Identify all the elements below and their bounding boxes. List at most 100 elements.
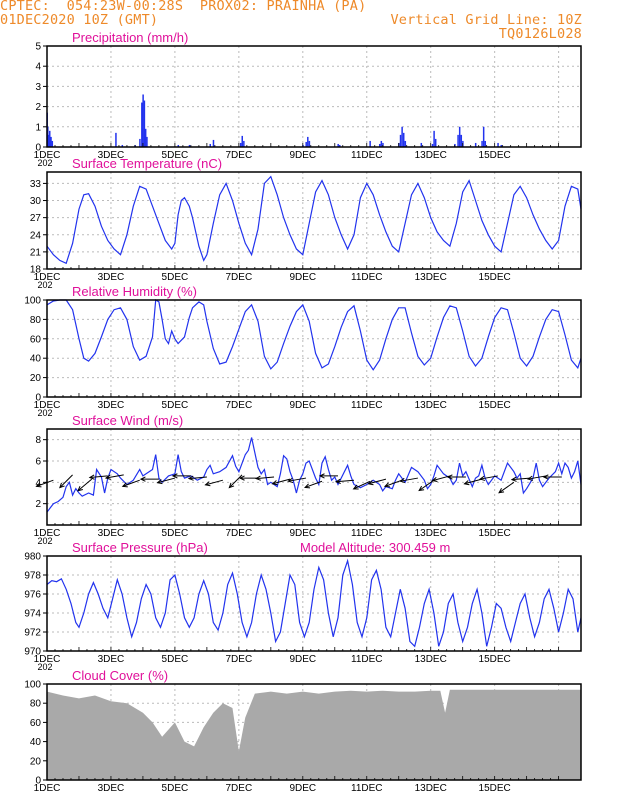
panel-temp: 18 21 24 27 30 33 1DEC 3DEC 5DEC 7DEC 9DEC 11DEC 13D… xyxy=(30,156,582,290)
x-year-label: 202 xyxy=(37,662,52,672)
precip-bar xyxy=(115,132,117,147)
y-tick-label: 40 xyxy=(30,737,42,748)
precip-bar xyxy=(144,128,147,147)
x-tick-label: 9DEC xyxy=(289,150,316,161)
precip-bar xyxy=(47,126,49,147)
x-tick-label: 1DEC xyxy=(34,150,61,161)
x-tick-label: 1DEC xyxy=(34,400,61,411)
panel-rh: 0 20 40 60 80 100 1DEC 3DEC 5DEC 7DEC 9DEC 11DEC 13D… xyxy=(24,284,582,418)
wind-arrow xyxy=(59,474,73,488)
y-tick-label: 0 xyxy=(35,776,41,787)
y-tick-label: 27 xyxy=(30,213,42,224)
wind-arrow xyxy=(418,479,435,491)
wind-arrow-head xyxy=(399,477,406,484)
wind-arrow-head xyxy=(303,483,311,489)
wind-arrow-head xyxy=(463,480,470,486)
wind-arrow-head xyxy=(77,485,83,492)
wind-arrow-head xyxy=(59,482,65,489)
panel-cloud: 0 20 40 60 80 100 1DEC 3DEC 5DEC 7DEC 9DEC 11DEC 13D… xyxy=(24,668,582,794)
wind-arrow xyxy=(400,477,419,482)
wind-arrow-head xyxy=(383,482,391,488)
y-tick-label: 100 xyxy=(24,680,41,691)
x-tick-label: 15DEC xyxy=(479,150,511,161)
precip-bar xyxy=(139,138,141,147)
y-tick-label: 8 xyxy=(35,435,41,446)
wind-arrow xyxy=(272,478,291,485)
y-tick-label: 80 xyxy=(30,699,42,710)
precip-bar xyxy=(460,134,463,147)
precip-bar xyxy=(399,134,402,147)
wind-arrow xyxy=(105,474,124,479)
precip-bar xyxy=(380,140,383,147)
y-tick-label: 20 xyxy=(30,373,42,384)
x-tick-label: 13DEC xyxy=(415,272,447,283)
panel-frame xyxy=(46,428,582,526)
y-tick-label: 4 xyxy=(35,478,41,489)
x-tick-label: 11DEC xyxy=(351,272,383,283)
precip-bar xyxy=(382,142,384,147)
precip-bar xyxy=(474,142,477,147)
precip-bar xyxy=(433,130,435,147)
header-grid-line: Vertical Grid Line: 10Z xyxy=(390,12,582,28)
wind-arrow xyxy=(89,475,108,479)
wind-arrow xyxy=(384,479,403,487)
header-station: CPTEC: 054:23W-00:28S PROX02: PRAINHA (P… xyxy=(0,0,367,14)
wind-arrow xyxy=(528,475,546,480)
y-tick-label: 970 xyxy=(24,647,41,658)
precip-bar xyxy=(500,144,503,147)
precip-bar xyxy=(51,140,54,147)
wind-arrow-head xyxy=(418,485,425,492)
y-tick-label: 100 xyxy=(24,296,41,307)
precip-bar xyxy=(482,126,485,147)
precip-bar xyxy=(142,94,144,147)
precip-bar xyxy=(308,140,311,147)
wind-arrow-head xyxy=(510,476,517,482)
panel-title: Surface Pressure (hPa) xyxy=(72,540,208,555)
y-tick-label: 0 xyxy=(35,143,41,154)
wind-arrow-head xyxy=(204,481,211,487)
precip-bar xyxy=(420,142,423,147)
x-tick-label: 13DEC xyxy=(415,400,447,411)
panel-title: Surface Temperature (nC) xyxy=(72,156,222,171)
y-tick-label: 4 xyxy=(35,62,41,73)
wind-arrow-head xyxy=(88,474,95,480)
x-tick-label: 11DEC xyxy=(351,528,383,539)
wind-arrow-head xyxy=(156,479,163,485)
y-tick-label: 21 xyxy=(30,247,42,258)
precip-bar xyxy=(337,143,339,147)
panel-frame xyxy=(46,171,582,270)
precip-bar xyxy=(212,139,215,147)
x-tick-label: 3DEC xyxy=(98,528,125,539)
wind-arrow-head xyxy=(35,482,42,488)
x-tick-label: 1DEC xyxy=(34,783,61,794)
x-tick-label: 1DEC xyxy=(34,654,61,665)
x-tick-label: 5DEC xyxy=(162,783,189,794)
x-tick-label: 9DEC xyxy=(289,654,316,665)
x-tick-label: 11DEC xyxy=(351,654,383,665)
wind-arrow xyxy=(432,475,451,482)
wind-arrow-head xyxy=(498,488,505,494)
x-tick-label: 7DEC xyxy=(226,272,253,283)
precip-bar xyxy=(481,140,483,147)
x-year-label: 202 xyxy=(37,280,52,290)
precip-bar xyxy=(141,102,143,147)
x-year-label: 202 xyxy=(37,536,52,546)
wind-arrow xyxy=(256,476,275,480)
wind-arrow-head xyxy=(171,473,178,479)
x-tick-label: 9DEC xyxy=(289,400,316,411)
precip-bar xyxy=(434,138,437,147)
x-tick-label: 15DEC xyxy=(479,400,511,411)
x-tick-label: 1DEC xyxy=(34,528,61,539)
wind-arrow-head xyxy=(238,475,245,481)
panel-frame xyxy=(46,683,582,781)
y-tick-label: 978 xyxy=(24,571,41,582)
x-tick-label: 9DEC xyxy=(289,272,316,283)
x-tick-label: 9DEC xyxy=(289,783,316,794)
precip-bar xyxy=(307,136,309,147)
y-tick-label: 2 xyxy=(35,102,41,113)
precip-bar xyxy=(177,144,180,147)
header-model: TQ0126L028 xyxy=(498,26,582,42)
wind-arrow xyxy=(205,479,223,486)
